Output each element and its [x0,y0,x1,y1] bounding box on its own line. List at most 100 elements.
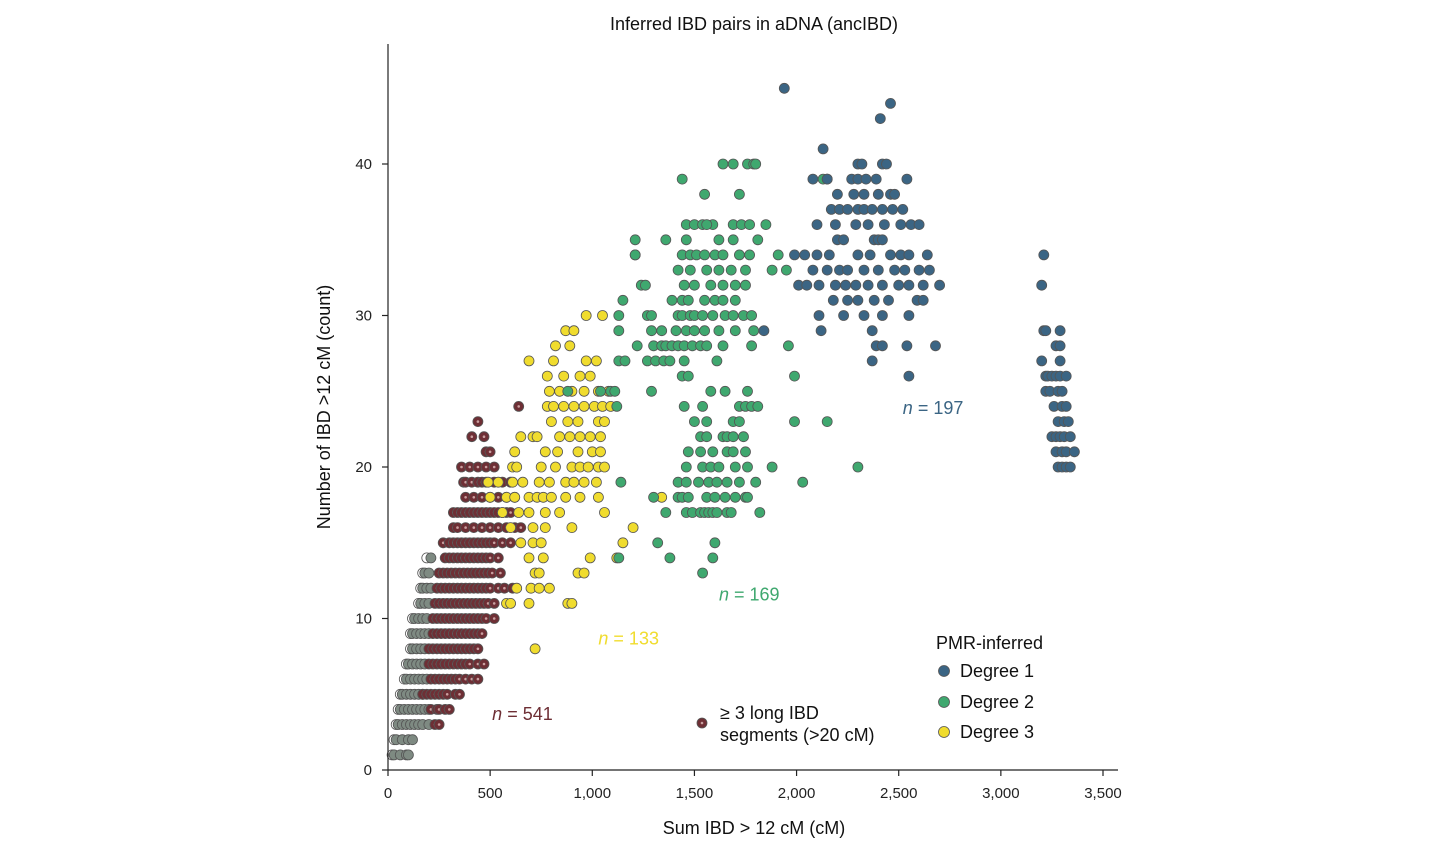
data-point [870,173,882,185]
data-point [725,507,737,518]
x-tick-label: 1,000 [574,785,612,802]
long-segment-note: ≥ 3 long IBD segments (>20 cM) [720,703,875,745]
data-point [781,264,792,276]
data-point [699,188,710,200]
data-point [1040,325,1052,337]
data-point-dot [460,465,463,469]
data-point [523,552,535,564]
data-point [729,491,741,503]
data-point [1056,385,1068,397]
data-point [558,370,570,382]
data-point [807,264,819,276]
data-point [921,249,933,261]
data-point-dot [429,708,433,711]
data-point [799,249,811,261]
data-point-dot [488,586,492,590]
data-point [544,385,555,397]
data-point [717,158,729,170]
data-point [578,567,590,579]
data-point-dot [503,586,506,590]
data-point-dot [484,617,488,620]
data-point-dot [468,465,472,469]
data-point [866,325,878,337]
data-point [729,294,741,306]
data-point [513,507,525,518]
data-point [666,294,678,306]
data-point [676,173,688,185]
y-tick-label: 20 [355,459,372,476]
data-point [562,416,574,428]
data-point [889,188,900,200]
data-point [664,355,676,367]
data-point [535,537,547,549]
data-point [697,310,708,321]
data-point [1062,416,1074,428]
data-point [934,279,945,291]
data-point [656,325,668,337]
y-tick-label: 0 [364,762,372,779]
data-point [515,431,527,443]
data-point-dot [472,496,476,499]
data-point [707,552,719,564]
data-point [515,537,527,549]
data-point-dot [509,541,512,545]
data-point [701,431,713,443]
data-point [707,310,719,321]
data-point [507,476,518,488]
data-point [885,249,896,261]
data-point [578,385,590,397]
data-point [789,416,800,428]
data-point [903,249,915,261]
data-point [744,249,755,261]
data-point [617,537,629,549]
data-point [903,370,915,382]
data-point [680,234,692,246]
n-symbol: n [903,398,913,418]
data-point [509,491,521,503]
data-point [537,552,549,564]
data-point [903,310,915,321]
data-point-dot [480,526,484,529]
x-tick-label: 1,500 [676,785,714,802]
data-point [868,294,880,306]
data-point [560,491,572,503]
data-point [864,249,876,261]
data-point-dot [464,526,467,529]
data-point [901,340,913,352]
y-tick-label: 10 [355,611,372,628]
data-point [546,491,557,503]
data-point [877,310,888,321]
data-point [727,310,739,321]
data-point [539,507,551,518]
data-point [877,340,888,352]
n-annotation: n = 197 [903,398,964,418]
data-point [842,264,853,276]
n-annotation: n = 541 [492,704,553,724]
data-point-dot [476,662,480,666]
data-point-dot [476,465,480,469]
data-point [1060,400,1072,412]
data-point [539,446,551,458]
data-point [562,385,574,397]
data-point [913,264,925,276]
data-point [893,279,905,291]
data-point-dot [488,450,492,454]
data-point [766,461,778,473]
data-point [862,219,874,231]
data-point-dot [480,496,484,499]
data-point [584,370,596,382]
data-point [727,446,739,458]
data-point-dot [476,677,480,681]
data-point [729,325,741,337]
data-point [1054,325,1066,337]
data-point [533,476,545,488]
data-point [754,507,766,518]
data-point [484,491,496,503]
data-point [917,279,929,291]
data-point-dot [470,480,474,484]
n-value: = 133 [608,628,659,648]
data-point [821,173,833,185]
data-point [840,279,851,291]
data-point [566,522,578,533]
data-point [680,461,692,473]
